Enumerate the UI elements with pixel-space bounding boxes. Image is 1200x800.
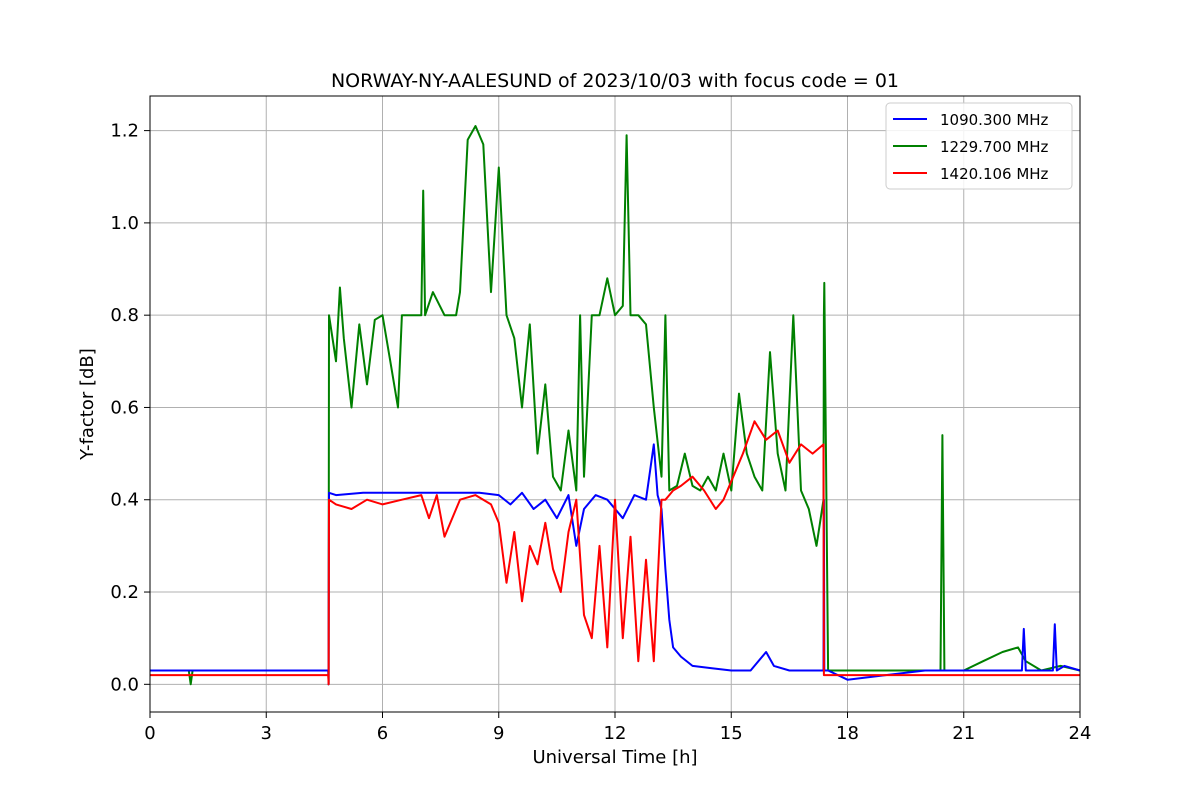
y-tick-label: 0.8 <box>110 305 139 326</box>
legend-box <box>885 102 1073 190</box>
x-tick-label: 18 <box>836 723 859 744</box>
series-line-0 <box>150 443 1081 686</box>
legend-label-0: 1090.300 MHz <box>940 111 1049 129</box>
series-line-1 <box>150 125 1081 686</box>
y-tick-label: 1.0 <box>110 213 139 234</box>
series-layer <box>150 125 1081 686</box>
legend: 1090.300 MHz 1229.700 MHz 1420.106 MHz <box>885 102 1073 190</box>
y-tick-label: 1.2 <box>110 121 139 142</box>
x-tick-label: 24 <box>1069 723 1092 744</box>
series-line-2 <box>150 420 1080 686</box>
chart-title: NORWAY-NY-AALESUND of 2023/10/03 with fo… <box>331 70 899 92</box>
y-tick-label: 0.6 <box>110 397 139 418</box>
legend-label-1: 1229.700 MHz <box>940 138 1049 156</box>
ticks: 0 3 6 9 12 15 18 21 24 0.0 0.2 0.4 0.6 0.8 1.0 1.2 <box>110 121 1091 744</box>
x-tick-label: 21 <box>952 723 975 744</box>
x-tick-label: 0 <box>144 723 155 744</box>
x-tick-label: 9 <box>493 723 504 744</box>
y-axis-label: Y-factor [dB] <box>77 348 98 461</box>
y-tick-label: 0.2 <box>110 582 139 603</box>
x-axis-label: Universal Time [h] <box>532 747 697 768</box>
x-tick-label: 12 <box>604 723 627 744</box>
x-tick-label: 6 <box>377 723 388 744</box>
x-tick-label: 3 <box>261 723 272 744</box>
y-tick-label: 0.4 <box>110 490 139 511</box>
legend-label-2: 1420.106 MHz <box>940 165 1049 183</box>
x-tick-label: 15 <box>720 723 743 744</box>
y-tick-label: 0.0 <box>110 674 139 695</box>
